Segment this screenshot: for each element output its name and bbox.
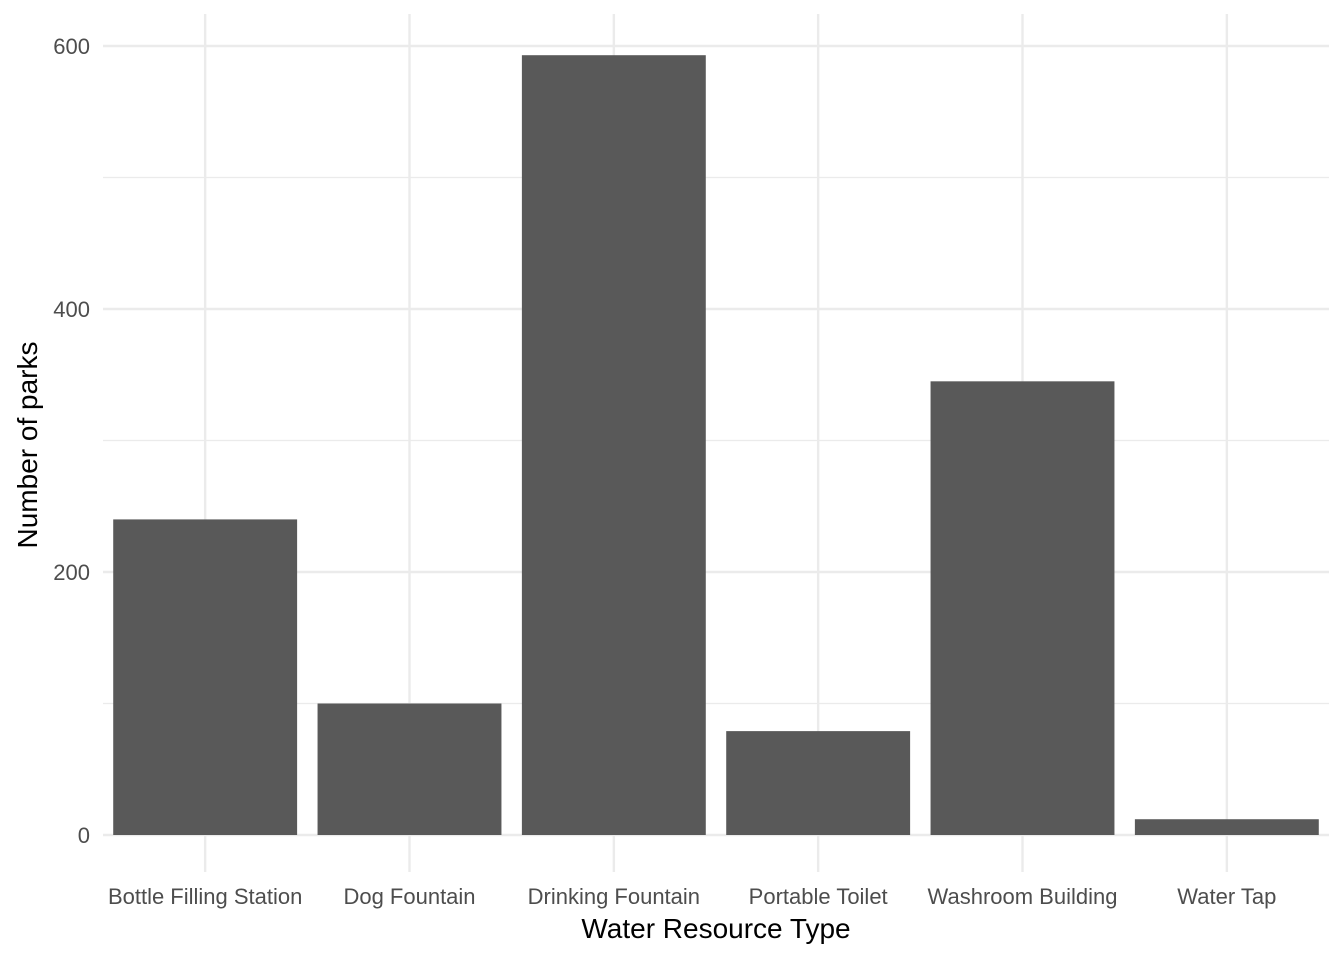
bar bbox=[521, 55, 706, 835]
bars bbox=[113, 55, 1319, 835]
x-tick-label: Bottle Filling Station bbox=[108, 884, 302, 909]
minor-gridlines bbox=[103, 176, 1329, 705]
bar bbox=[726, 731, 911, 835]
x-tick-label: Drinking Fountain bbox=[528, 884, 700, 909]
x-tick-label: Portable Toilet bbox=[749, 884, 888, 909]
y-tick-label: 200 bbox=[53, 560, 90, 585]
x-axis-title: Water Resource Type bbox=[581, 913, 850, 944]
y-tick-label: 600 bbox=[53, 34, 90, 59]
bar bbox=[930, 381, 1115, 835]
x-axis-ticks: Bottle Filling Station Dog Fountain Drinki… bbox=[108, 884, 1276, 909]
bar bbox=[113, 519, 298, 835]
y-tick-label: 0 bbox=[78, 823, 90, 848]
x-tick-label: Water Tap bbox=[1177, 884, 1276, 909]
bar bbox=[317, 703, 502, 835]
x-tick-label: Dog Fountain bbox=[343, 884, 475, 909]
y-tick-label: 400 bbox=[53, 297, 90, 322]
y-axis-ticks: 0 200 400 600 bbox=[53, 34, 90, 848]
x-tick-label: Washroom Building bbox=[928, 884, 1118, 909]
y-axis-title: Number of parks bbox=[12, 342, 43, 549]
bar bbox=[1134, 819, 1319, 835]
